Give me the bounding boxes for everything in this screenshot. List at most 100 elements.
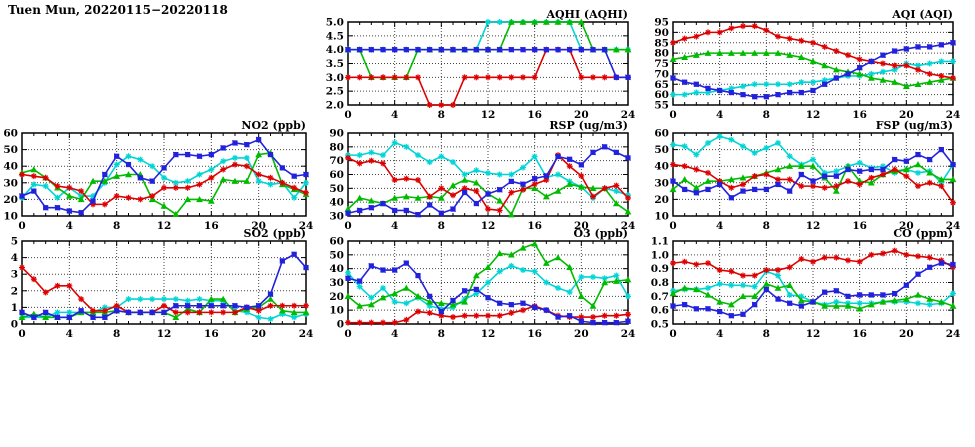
no2-y-tick-label: 40 (3, 161, 18, 173)
o3-y-tick-label: 50 (329, 249, 344, 261)
so2-y-tick-label: 2 (11, 285, 18, 297)
no2-title: NO2 (ppb) (241, 119, 306, 132)
chart-co: 0.5 0.6 0.7 0.8 0.9 1.01.1 0 4 8 12 16 20 24 CO (ppm) (651, 227, 961, 340)
fsp-x-tick-label: 24 (946, 220, 961, 232)
so2-title: SO2 (ppb) (244, 227, 307, 240)
rsp-x-tick-label: 16 (527, 220, 542, 232)
so2-series-blue (19, 251, 309, 321)
aqi-x-tick-label: 12 (806, 109, 821, 121)
rsp-y-tick-label: 70 (329, 155, 344, 167)
aqi-x-tick-label: 0 (669, 109, 676, 121)
rsp-x-tick-label: 4 (391, 220, 398, 232)
no2-y-tick-label: 10 (3, 211, 18, 223)
so2-x-tick-label: 0 (18, 328, 25, 340)
aqi-y-tick-label: 55 (654, 100, 669, 112)
co-x-tick-label: 12 (806, 328, 821, 340)
rsp-title: RSP (ug/m3) (549, 119, 628, 132)
aqi-y-tick-label: 60 (654, 89, 669, 101)
rsp-y-tick-label: 60 (329, 169, 344, 181)
aqhi-x-tick-label: 4 (391, 109, 398, 121)
fsp-x-tick-label: 4 (716, 220, 723, 232)
rsp-x-tick-label: 12 (481, 220, 496, 232)
chart-aqhi: 2.0 2.5 3.0 3.5 4.0 4.55.0 0 4 8 12 16 20 24 AQHI (AQ… (326, 8, 636, 121)
fsp-x-tick-label: 0 (669, 220, 676, 232)
aqhi-x-tick-label: 12 (481, 109, 496, 121)
aqhi-x-tick-label: 8 (438, 109, 445, 121)
so2-x-tick-label: 20 (251, 328, 266, 340)
aqi-series-blue (670, 39, 956, 100)
so2-x-tick-label: 16 (204, 328, 219, 340)
rsp-y-tick-label: 50 (329, 183, 344, 195)
o3-x-tick-label: 24 (621, 328, 636, 340)
no2-x-tick-label: 24 (299, 220, 314, 232)
aqi-y-tick-label: 85 (654, 37, 669, 49)
aqi-y-tick-label: 75 (654, 58, 669, 70)
aqhi-x-tick-label: 16 (527, 109, 542, 121)
o3-x-tick-label: 8 (438, 328, 445, 340)
aqhi-title: AQHI (AQHI) (545, 8, 628, 21)
o3-x-tick-label: 0 (344, 328, 351, 340)
co-title: CO (ppm) (893, 227, 953, 240)
rsp-series-blue (345, 143, 631, 218)
fsp-y-tick-label: 60 (654, 128, 669, 140)
no2-y-tick-label: 30 (3, 177, 18, 189)
aqi-y-tick-label: 90 (654, 27, 669, 39)
aqhi-x-tick-label: 20 (574, 109, 589, 121)
aqhi-x-tick-label: 0 (344, 109, 351, 121)
fsp-series-cyan (670, 133, 956, 186)
aqhi-y-tick-label: 4.5 (326, 30, 344, 42)
rsp-x-tick-label: 8 (438, 220, 445, 232)
rsp-x-tick-label: 20 (574, 220, 589, 232)
so2-y-tick-label: 0 (11, 319, 18, 331)
aqi-x-tick-label: 24 (946, 109, 961, 121)
rsp-y-tick-label: 90 (329, 128, 344, 140)
aqi-series-red (670, 23, 956, 82)
co-x-tick-label: 20 (899, 328, 914, 340)
fsp-y-tick-label: 10 (654, 211, 669, 223)
no2-series-red (19, 161, 309, 208)
no2-y-tick-label: 20 (3, 194, 18, 206)
o3-series-green (344, 240, 632, 309)
co-y-tick-label: 0.8 (651, 277, 669, 289)
rsp-x-tick-label: 24 (621, 220, 636, 232)
so2-x-tick-label: 24 (299, 328, 314, 340)
o3-x-tick-label: 12 (481, 328, 496, 340)
aqhi-y-tick-label: 2.0 (326, 100, 344, 112)
aqi-title: AQI (AQI) (891, 8, 953, 21)
aqhi-x-tick-label: 24 (621, 109, 636, 121)
no2-y-tick-label: 60 (3, 128, 18, 140)
co-x-tick-label: 0 (669, 328, 676, 340)
co-x-tick-label: 16 (852, 328, 867, 340)
fsp-y-tick-label: 50 (654, 144, 669, 156)
chart-no2: 10 20 30 40 50 60 0 4 8 12 16 20 24 NO2 (ppb) (3, 119, 313, 232)
aqhi-y-tick-label: 4.0 (326, 44, 344, 56)
rsp-series-red (345, 152, 631, 214)
so2-y-tick-label: 1 (11, 302, 18, 314)
aqi-x-tick-label: 16 (852, 109, 867, 121)
co-series-blue (670, 260, 956, 319)
co-x-tick-label: 24 (946, 328, 961, 340)
rsp-x-tick-label: 0 (344, 220, 351, 232)
aqi-y-tick-label: 65 (654, 79, 669, 91)
o3-y-tick-label: 30 (329, 277, 344, 289)
rsp-y-tick-label: 30 (329, 211, 344, 223)
co-x-tick-label: 4 (716, 328, 723, 340)
co-y-tick-label: 0.9 (651, 263, 669, 275)
o3-x-tick-label: 20 (574, 328, 589, 340)
o3-series-red (345, 303, 631, 326)
no2-x-tick-label: 20 (251, 220, 266, 232)
fsp-x-tick-label: 16 (852, 220, 867, 232)
no2-series-blue (19, 136, 309, 216)
o3-title: O3 (ppb) (573, 227, 628, 240)
page-title: Tuen Mun, 20220115−20220118 (8, 3, 228, 17)
so2-y-tick-label: 3 (11, 269, 18, 281)
o3-y-tick-label: 60 (329, 236, 344, 248)
fsp-y-tick-label: 20 (654, 194, 669, 206)
so2-x-tick-label: 4 (66, 328, 73, 340)
fsp-x-tick-label: 12 (806, 220, 821, 232)
so2-y-tick-label: 4 (11, 252, 18, 264)
